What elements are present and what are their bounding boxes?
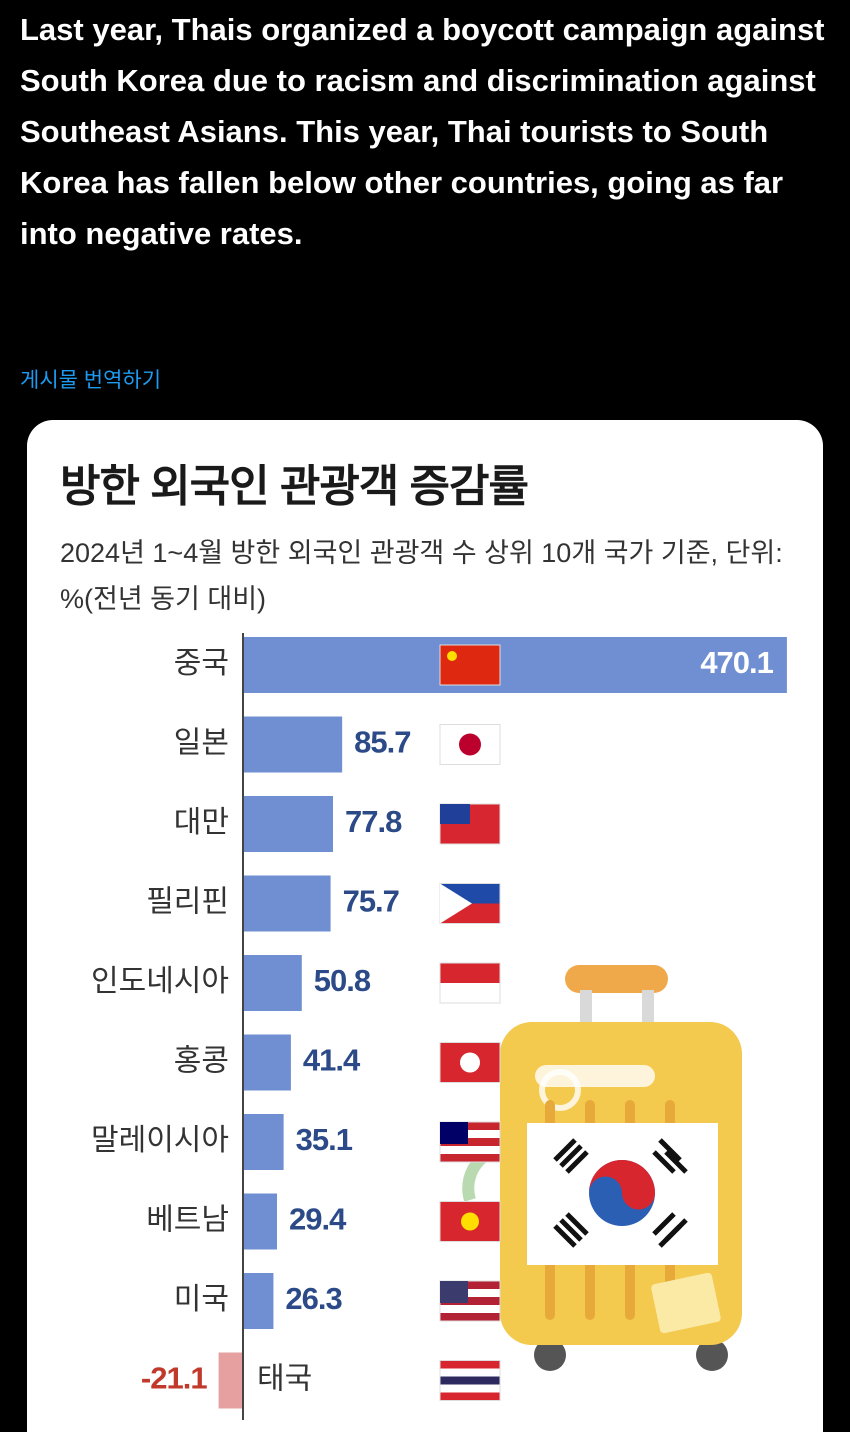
flag-border <box>439 1201 501 1242</box>
value-label: 75.7 <box>343 884 399 919</box>
flag <box>440 1146 500 1154</box>
bar <box>243 1034 291 1091</box>
translate-link[interactable]: 게시물 번역하기 <box>20 369 162 392</box>
category-label: 필리핀 <box>146 885 229 918</box>
flag <box>440 1130 500 1138</box>
flag <box>440 1281 500 1289</box>
value-label: 50.8 <box>314 963 371 998</box>
value-label: 35.1 <box>296 1122 353 1157</box>
value-label: 26.3 <box>285 1281 342 1316</box>
category-label: 대만 <box>174 806 229 839</box>
category-label: 베트남 <box>146 1203 229 1236</box>
flag <box>440 1122 468 1144</box>
bar <box>243 796 334 852</box>
flag <box>440 645 500 685</box>
bar <box>243 716 343 773</box>
chart-subtitle: 2024년 1~4월 방한 외국인 관광객 수 상위 10개 국가 기준, 단위… <box>60 538 783 614</box>
category-label: 인도네시아 <box>91 965 229 998</box>
flag <box>440 1138 500 1146</box>
flag <box>440 1360 500 1369</box>
flag-border <box>439 724 501 765</box>
bar <box>243 1193 278 1250</box>
flag-border <box>439 1360 501 1401</box>
value-label: 85.7 <box>354 725 410 760</box>
flag <box>440 1368 500 1377</box>
category-label: 중국 <box>174 647 229 680</box>
chart-title: 방한 외국인 관광객 증감률 <box>60 462 529 511</box>
flag <box>440 983 500 1003</box>
flag <box>440 1289 500 1297</box>
flag <box>440 1392 500 1401</box>
value-label: 470.1 <box>700 645 773 680</box>
flag-border <box>439 1042 501 1083</box>
value-label: -21.1 <box>141 1361 207 1396</box>
value-label: 77.8 <box>345 804 402 839</box>
flag <box>440 1281 468 1303</box>
category-label: 홍콩 <box>174 1044 229 1077</box>
value-label: 41.4 <box>303 1043 361 1078</box>
flag <box>447 651 457 661</box>
flag <box>440 804 470 824</box>
bar <box>243 1273 274 1329</box>
flag <box>459 733 481 756</box>
bar <box>243 1114 284 1170</box>
category-label: 태국 <box>257 1362 312 1395</box>
flag <box>440 1305 500 1313</box>
flag <box>440 1297 500 1305</box>
flag <box>460 1052 480 1073</box>
value-label: 29.4 <box>289 1202 347 1237</box>
flag <box>440 1122 500 1130</box>
flag <box>461 1212 479 1231</box>
bar <box>218 1352 243 1409</box>
category-label: 일본 <box>174 726 229 759</box>
bar <box>243 955 302 1011</box>
category-label: 말레이시아 <box>91 1124 229 1157</box>
flag <box>440 1376 500 1385</box>
flag-border <box>439 644 501 686</box>
flag-border <box>439 962 501 1004</box>
flag <box>440 963 500 983</box>
flag <box>440 1154 500 1162</box>
flag <box>440 1384 500 1393</box>
bar <box>243 637 787 693</box>
bar <box>243 875 331 932</box>
flag <box>440 883 472 924</box>
flag <box>440 1313 500 1321</box>
suitcase <box>462 965 742 1371</box>
category-label: 미국 <box>174 1283 229 1316</box>
post-text: Last year, Thais organized a boycott cam… <box>20 12 825 251</box>
